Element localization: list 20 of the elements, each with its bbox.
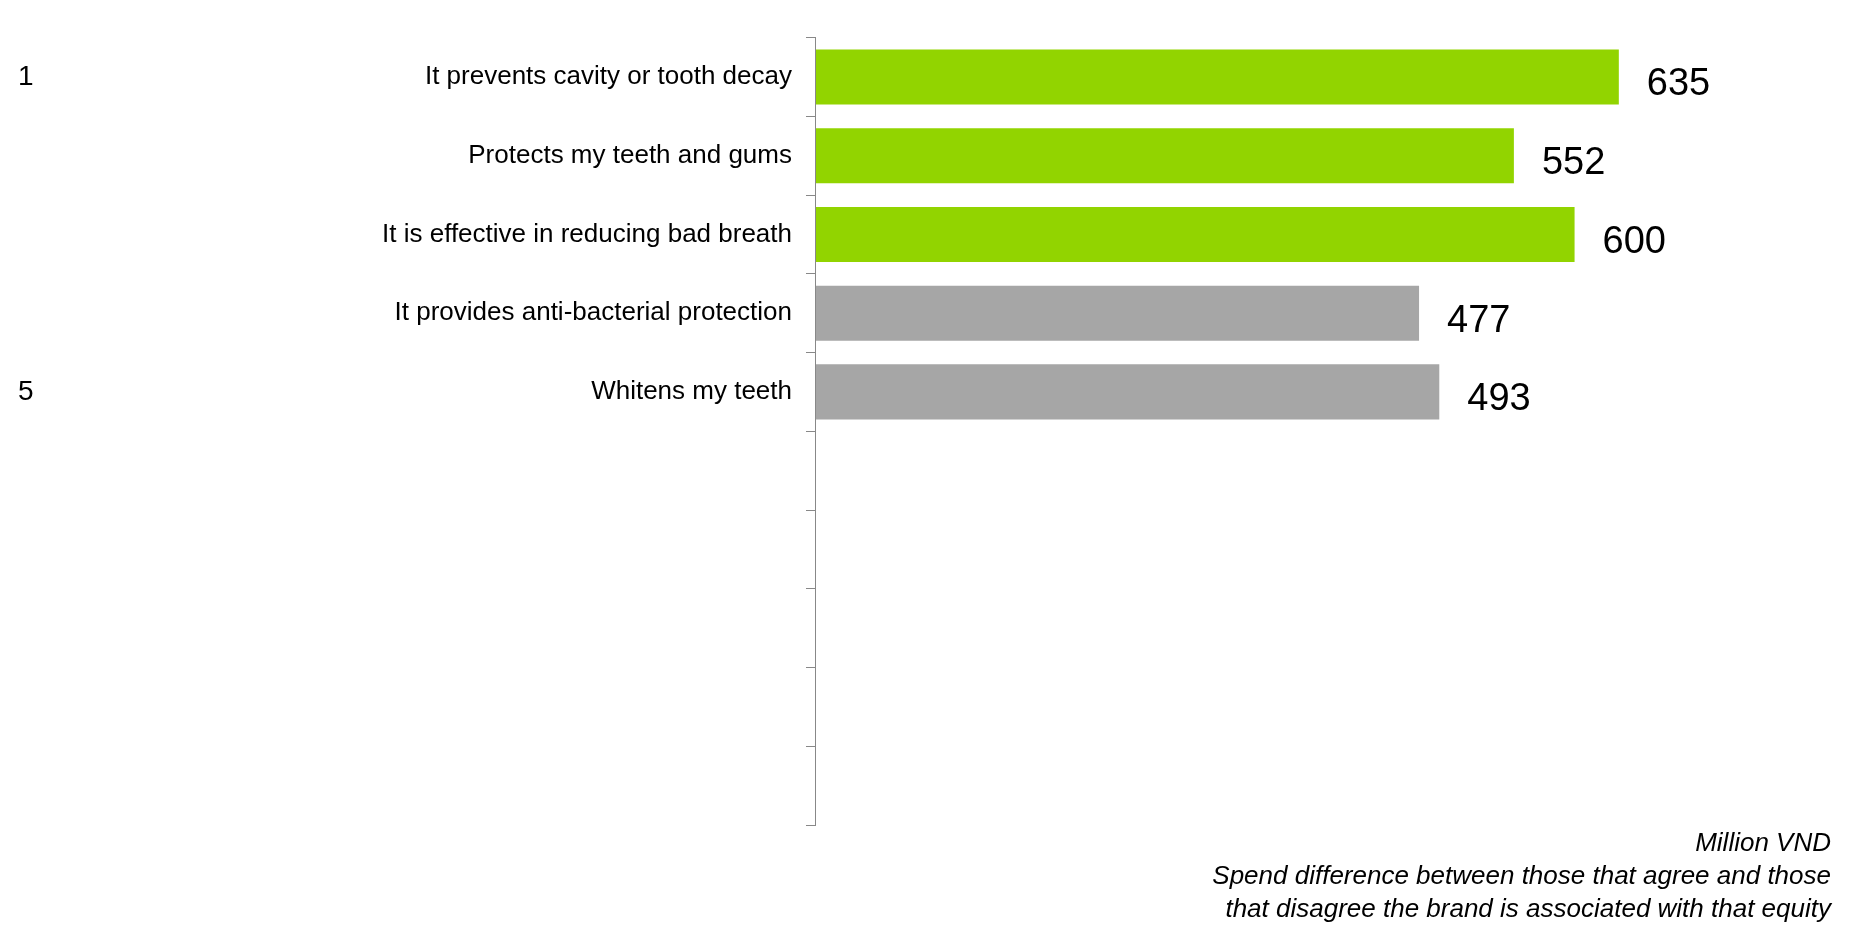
text: Spend difference between those that agree and those <box>1212 860 1831 890</box>
bar <box>816 206 1575 263</box>
y-tick-label: It is effective in reducing bad breath <box>382 217 792 248</box>
y-tick-label: It prevents cavity or tooth decay <box>424 60 792 91</box>
y-tick-label: Protects my teeth and gums <box>468 138 792 169</box>
text: that disagree the brand is associated with that equity <box>1225 893 1833 923</box>
bar <box>816 128 1514 184</box>
y-tick-label: Whitens my teeth <box>591 375 792 406</box>
text: 1 <box>18 59 34 91</box>
data-label: 493 <box>1467 376 1531 419</box>
data-label: 635 <box>1646 61 1711 104</box>
data-label: 600 <box>1602 218 1666 261</box>
text: 5 <box>18 374 34 406</box>
bar <box>816 285 1420 341</box>
y-tick-label: It provides anti-bacterial protection <box>394 296 792 327</box>
data-label: 552 <box>1541 140 1606 183</box>
data-label: 477 <box>1447 297 1511 340</box>
bar <box>816 364 1440 420</box>
text: Million VND <box>1695 827 1831 857</box>
bar <box>816 49 1619 105</box>
